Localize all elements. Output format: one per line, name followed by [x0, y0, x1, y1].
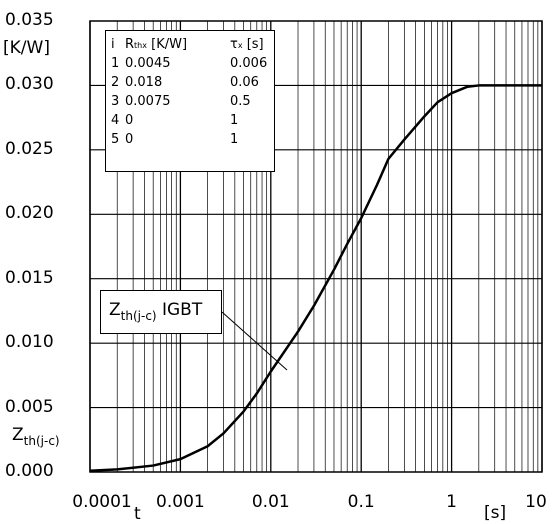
row-tau: 1: [230, 113, 239, 128]
y-axis-label-sub: th(j-c): [23, 434, 60, 448]
row-r: 0: [125, 113, 134, 128]
x-axis-label: t: [134, 504, 141, 524]
header-tau: τx [s]: [230, 35, 270, 54]
parameter-table-box: i Rthx [K/W] τx [s] 1 0.0045 0.006 2 0.0…: [105, 30, 275, 172]
header-i: i: [111, 37, 115, 52]
y-tick-label: 0.005: [5, 396, 54, 417]
series-line-0: [89, 84, 542, 472]
y-tick-label: 0.010: [5, 332, 54, 353]
series-label-main: Z: [109, 300, 121, 320]
parameter-row: 4 0 1: [111, 111, 270, 130]
row-r: 0.018: [125, 75, 163, 90]
row-tau: 0.06: [230, 75, 259, 90]
series-label-box: Zth(j-c) IGBT: [100, 290, 222, 334]
row-tau: 1: [230, 132, 239, 147]
row-i: 2: [111, 75, 120, 90]
y-tick-label: 0.030: [5, 74, 54, 95]
parameter-table: i Rthx [K/W] τx [s] 1 0.0045 0.006 2 0.0…: [111, 35, 270, 149]
x-tick-label: 0.0001: [72, 492, 132, 512]
header-r-unit: [K/W]: [147, 37, 188, 52]
header-r-main: R: [125, 37, 135, 52]
row-tau: 0.5: [230, 94, 251, 109]
parameter-row: 2 0.018 0.06: [111, 73, 270, 92]
parameter-row: 1 0.0045 0.006: [111, 54, 270, 73]
parameter-row: 5 0 1: [111, 130, 270, 149]
parameter-table-header: i Rthx [K/W] τx [s]: [111, 35, 270, 54]
y-tick-label: 0.015: [5, 267, 54, 288]
row-i: 5: [111, 132, 120, 147]
series-label-sub: th(j-c): [120, 309, 157, 323]
row-r: 0.0075: [125, 94, 171, 109]
header-r: Rthx [K/W]: [125, 35, 230, 54]
x-tick-label: 10: [525, 492, 547, 512]
legend-leader-line: [221, 311, 288, 371]
row-i: 4: [111, 113, 120, 128]
x-tick-label: 1: [446, 492, 458, 512]
plot-frame: [89, 20, 543, 473]
row-i: 3: [111, 94, 120, 109]
row-r: 0: [125, 132, 134, 147]
y-unit-label: [K/W]: [3, 38, 50, 58]
parameter-row: 3 0.0075 0.5: [111, 92, 270, 111]
row-tau: 0.006: [230, 56, 268, 71]
series-label-suffix: IGBT: [156, 300, 203, 320]
y-tick-label: 0.000: [5, 461, 54, 481]
x-unit-label: [s]: [484, 503, 507, 523]
x-tick-label: 0.001: [156, 492, 205, 512]
y-axis-label: Zth(j-c): [12, 425, 60, 448]
y-tick-label: 0.025: [5, 138, 54, 159]
y-tick-label: 0.035: [5, 10, 54, 30]
header-tau-sub: x: [237, 41, 243, 50]
y-tick-label: 0.020: [5, 203, 54, 224]
x-tick-label: 0.01: [251, 492, 290, 512]
header-tau-unit: [s]: [242, 37, 264, 52]
y-axis-label-main: Z: [12, 425, 24, 445]
row-i: 1: [111, 56, 120, 71]
row-r: 0.0045: [125, 56, 171, 71]
x-tick-label: 0.1: [347, 492, 375, 512]
series-group: [89, 84, 542, 472]
header-tau-main: τ: [230, 37, 238, 52]
header-r-sub: thx: [134, 41, 147, 50]
